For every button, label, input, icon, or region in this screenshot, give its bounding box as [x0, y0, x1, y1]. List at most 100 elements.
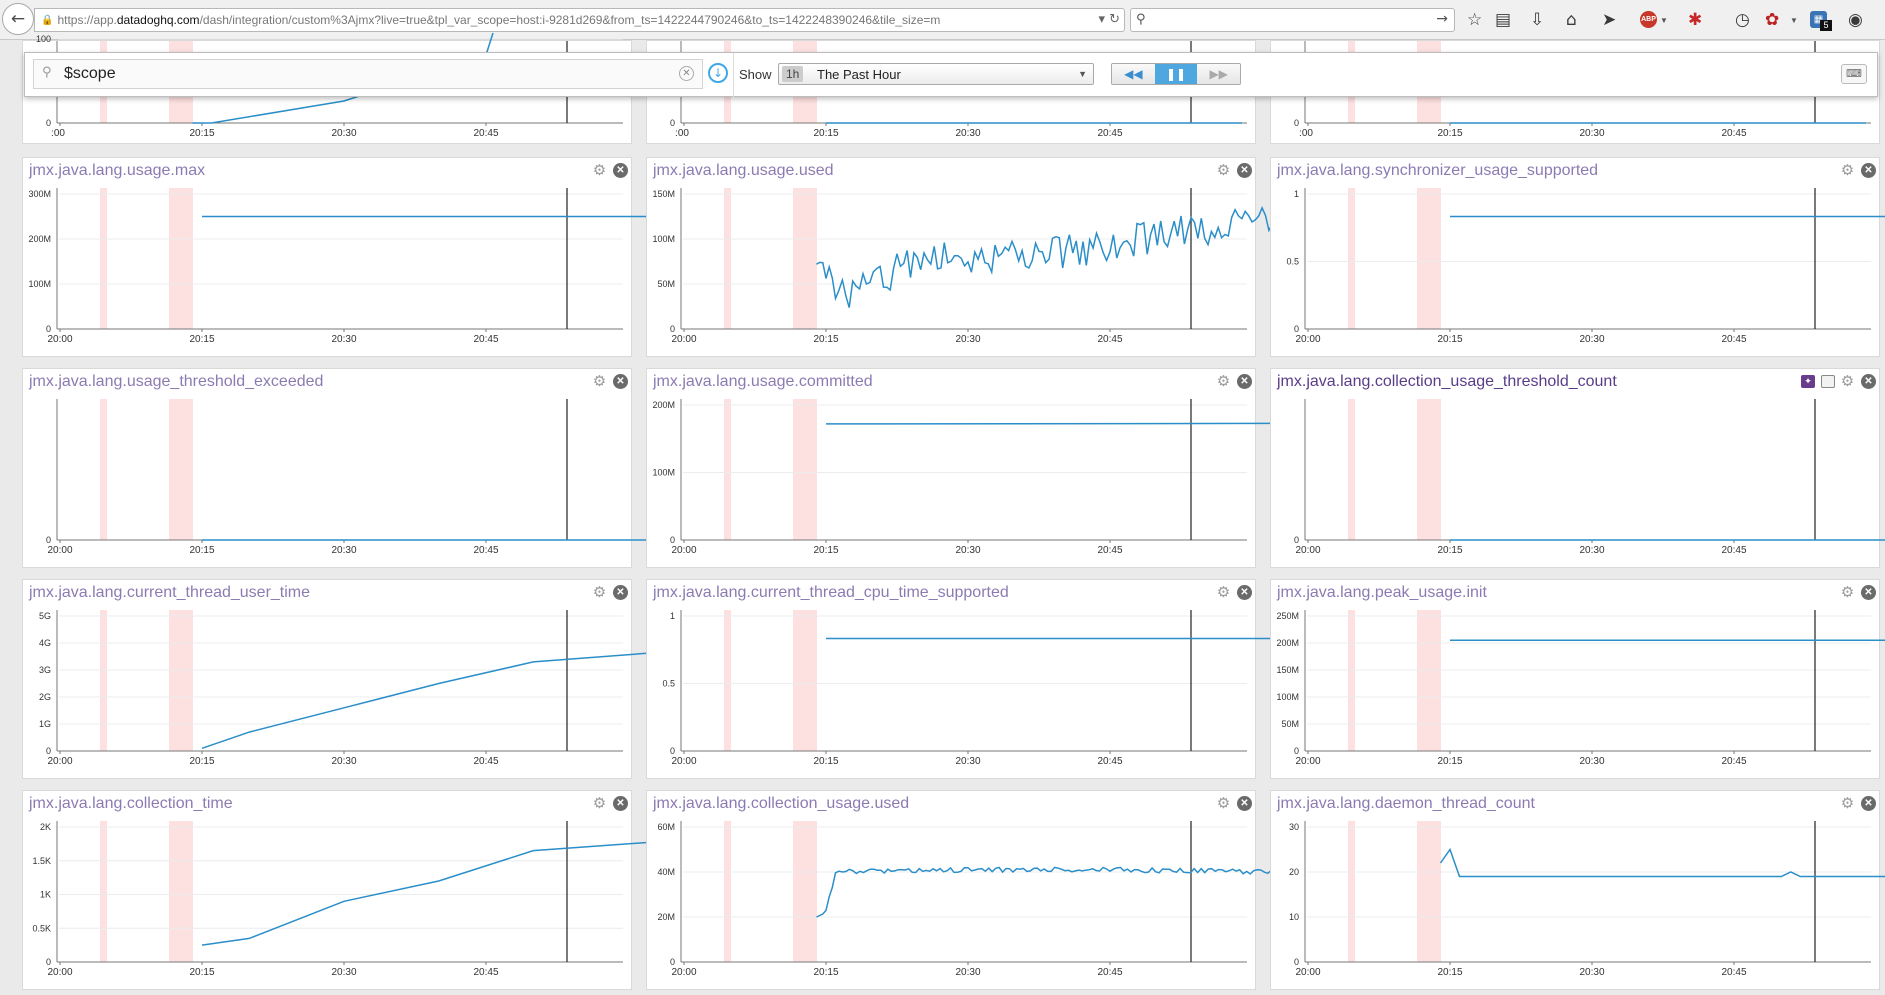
close-icon[interactable]: ✕ [613, 163, 628, 178]
widget-title: jmx.java.lang.collection_usage.used [653, 795, 910, 812]
y-tick-label: 20 [1289, 867, 1299, 877]
download-icon[interactable]: ↓ [708, 63, 728, 83]
event-band [100, 821, 107, 962]
x-tick-label: 20:00 [1295, 334, 1320, 345]
close-icon[interactable]: ✕ [1861, 585, 1876, 600]
y-tick-label: 3G [39, 665, 51, 675]
scope-input[interactable]: ⚲ $scope ✕ [33, 59, 703, 89]
gear-icon[interactable]: ⚙ [592, 372, 607, 390]
back-arrow-icon[interactable]: ← [2, 3, 34, 35]
x-tick-label: 20:45 [1097, 967, 1122, 978]
x-tick-label: 20:30 [955, 967, 980, 978]
x-tick-label: 20:30 [331, 756, 356, 767]
event-band [1417, 188, 1441, 329]
y-tick-label: 0.5 [1286, 257, 1299, 267]
widget-panel[interactable]: jmx.java.lang.peak_usage.init ✕ ⚙ 250M 200M 1… [1270, 579, 1885, 779]
browser-search-box[interactable]: ⚲ → [1130, 8, 1455, 32]
gear-icon[interactable]: ⚙ [592, 794, 607, 812]
go-arrow-icon[interactable]: → [1436, 11, 1448, 27]
x-tick-label: 20:15 [1437, 967, 1462, 978]
gear-icon[interactable]: ⚙ [1216, 583, 1231, 601]
widget-panel[interactable]: jmx.java.lang.usage.used ✕ ⚙ 150M 100M 50M 0 20… [646, 157, 1301, 357]
series-line [816, 866, 1300, 918]
y-tick-label: 5G [39, 611, 51, 621]
keyboard-icon[interactable]: ⌨ [1841, 64, 1867, 84]
close-icon[interactable]: ✕ [1861, 163, 1876, 178]
chat-icon[interactable]: ◉ [1848, 10, 1863, 30]
pause-button[interactable]: ❚❚ [1154, 64, 1198, 84]
reload-icon[interactable]: ▾ ↻ [1098, 12, 1120, 27]
widget-panel[interactable]: jmx.java.lang.collection_usage.used ✕ ⚙ 60M… [646, 790, 1300, 990]
close-icon[interactable]: ✕ [613, 374, 628, 389]
close-icon[interactable]: ✕ [1237, 163, 1252, 178]
chevron-down-icon[interactable]: ▼ [1790, 16, 1798, 25]
widget-panel[interactable]: jmx.java.lang.collection_time ✕ ⚙ 2K 1.5K 1K 0… [22, 790, 676, 990]
y-tick-label: 100M [652, 468, 675, 478]
gear-icon[interactable]: ⚙ [1840, 794, 1855, 812]
widget-panel[interactable]: jmx.java.lang.current_thread_user_time ✕ ⚙… [22, 579, 676, 779]
event-band [1348, 399, 1355, 540]
widget-panel[interactable]: jmx.java.lang.usage_threshold_exceeded ✕ ⚙… [22, 368, 676, 568]
chevron-down-icon[interactable]: ▼ [1660, 16, 1668, 25]
gear-icon[interactable]: ⚙ [1216, 372, 1231, 390]
expand-icon[interactable]: ✦ [1801, 375, 1815, 388]
gear-icon[interactable]: ⚙ [592, 161, 607, 179]
y-tick-label: 0 [46, 324, 51, 334]
widget-panel[interactable]: jmx.java.lang.usage.max ✕ ⚙ 300M 200M 100M 0 20… [22, 157, 676, 357]
close-icon[interactable]: ✕ [1861, 796, 1876, 811]
close-icon[interactable]: ✕ [1237, 796, 1252, 811]
close-icon[interactable]: ✕ [1861, 374, 1876, 389]
rewind-button[interactable]: ◀◀ [1112, 64, 1155, 84]
bug-icon[interactable]: ✿ [1765, 10, 1780, 30]
history-icon[interactable]: ◷ [1735, 10, 1750, 30]
gear-icon[interactable]: ⚙ [592, 583, 607, 601]
widget-title: jmx.java.lang.usage.max [29, 162, 206, 179]
gear-icon[interactable]: ⚙ [1840, 372, 1855, 390]
x-tick-label: 20:45 [1097, 334, 1122, 345]
y-tick-label: 0 [46, 746, 51, 756]
forward-button[interactable]: ▶▶ [1197, 64, 1240, 84]
home-icon[interactable]: ⌂ [1566, 10, 1577, 30]
extension-red-icon[interactable]: ✱ [1688, 10, 1703, 30]
close-icon[interactable]: ✕ [613, 796, 628, 811]
event-band [169, 188, 193, 329]
search-icon: ⚲ [1136, 12, 1146, 27]
address-bar[interactable]: 🔒 https://app. datadoghq.com/dash/integra… [34, 8, 1125, 32]
download-icon[interactable]: ⇩ [1530, 10, 1545, 30]
y-tick-label: 0 [1294, 535, 1299, 545]
y-tick-label: 250M [1276, 611, 1299, 621]
x-tick-label: 20:30 [1579, 128, 1604, 139]
widget-panel[interactable]: jmx.java.lang.synchronizer_usage_support… [1270, 157, 1885, 357]
event-band [793, 188, 817, 329]
snapshot-icon[interactable] [1821, 375, 1835, 388]
gear-icon[interactable]: ⚙ [1216, 794, 1231, 812]
widget-panel[interactable]: jmx.java.lang.collection_usage_threshold… [1270, 368, 1885, 568]
y-tick-label: 0 [46, 118, 51, 128]
close-icon[interactable]: ✕ [1237, 585, 1252, 600]
y-tick-label: 4G [39, 638, 51, 648]
widget-title: jmx.java.lang.daemon_thread_count [1277, 795, 1535, 812]
adblock-icon[interactable]: ABP [1640, 11, 1657, 28]
x-tick-label: 20:30 [331, 128, 356, 139]
send-icon[interactable]: ➤ [1602, 10, 1617, 30]
y-tick-label: 0.5 [662, 679, 675, 689]
widget-panel[interactable]: jmx.java.lang.daemon_thread_count ✕ ⚙ 30 20 1… [1270, 790, 1885, 990]
timeframe-select[interactable]: 1h The Past Hour ▼ [778, 63, 1094, 85]
close-icon[interactable]: ✕ [1237, 374, 1252, 389]
x-tick-label: 20:15 [189, 128, 214, 139]
x-tick-label: 20:30 [1579, 334, 1604, 345]
y-tick-label: 1 [1294, 189, 1299, 199]
close-icon[interactable]: ✕ [613, 585, 628, 600]
widget-panel[interactable]: jmx.java.lang.current_thread_cpu_time_su… [646, 579, 1300, 779]
gear-icon[interactable]: ⚙ [1840, 161, 1855, 179]
reading-list-icon[interactable]: ▤ [1495, 10, 1512, 30]
gear-icon[interactable]: ⚙ [1216, 161, 1231, 179]
clear-icon[interactable]: ✕ [679, 66, 694, 81]
y-tick-label: 10 [1289, 912, 1299, 922]
event-band [1417, 399, 1441, 540]
star-icon[interactable]: ☆ [1467, 10, 1483, 30]
gear-icon[interactable]: ⚙ [1840, 583, 1855, 601]
widget-panel[interactable]: jmx.java.lang.usage.committed ✕ ⚙ 200M 100M 0… [646, 368, 1300, 568]
